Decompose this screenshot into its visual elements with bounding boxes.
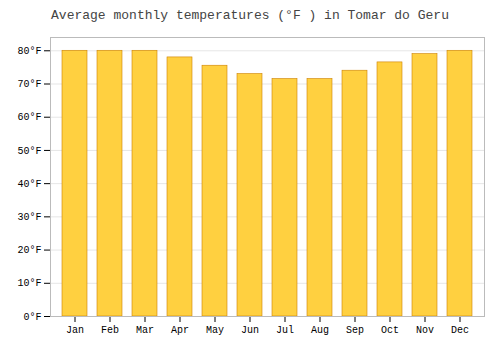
svg-text:60°F: 60°F (17, 112, 41, 123)
svg-text:Apr: Apr (171, 325, 189, 336)
svg-text:Aug: Aug (311, 325, 329, 336)
svg-text:10°F: 10°F (17, 278, 41, 289)
svg-text:40°F: 40°F (17, 179, 41, 190)
svg-text:Jul: Jul (276, 325, 294, 336)
svg-text:30°F: 30°F (17, 212, 41, 223)
html-text:Average monthly temperatures (: Average monthly temperatures (°F ) in To… (51, 8, 449, 23)
svg-text:Jan: Jan (66, 325, 84, 336)
svg-text:20°F: 20°F (17, 245, 41, 256)
svg-text:Dec: Dec (451, 325, 469, 336)
svg-text:Jun: Jun (241, 325, 259, 336)
svg-text:May: May (206, 325, 224, 336)
svg-text:50°F: 50°F (17, 146, 41, 157)
svg-text:0°F: 0°F (23, 312, 41, 323)
svg-text:Mar: Mar (136, 325, 154, 336)
svg-text:Nov: Nov (416, 325, 434, 336)
svg-text:70°F: 70°F (17, 79, 41, 90)
svg-text:Feb: Feb (101, 325, 119, 336)
svg-text:80°F: 80°F (17, 46, 41, 57)
svg-text:Oct: Oct (381, 325, 399, 336)
svg-text:Sep: Sep (346, 325, 364, 336)
